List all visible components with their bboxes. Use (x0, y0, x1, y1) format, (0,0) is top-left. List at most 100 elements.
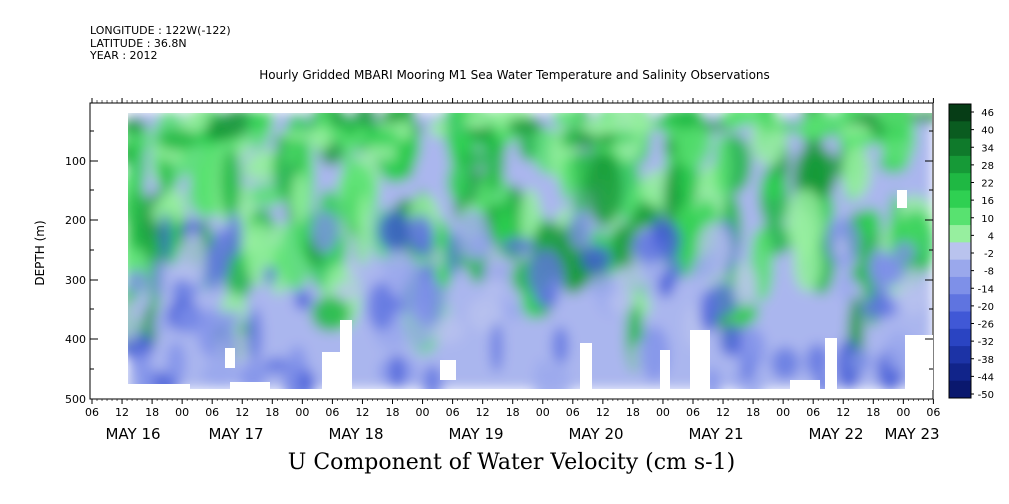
missing-data-block (905, 335, 933, 390)
heat-cell (391, 311, 406, 352)
missing-data-block (790, 380, 820, 390)
heat-cell (868, 254, 904, 282)
x-tick-label: 12 (836, 406, 850, 419)
heat-cell (568, 209, 591, 251)
heat-cell (796, 122, 827, 140)
heat-cell (391, 354, 403, 389)
heat-cell (246, 113, 273, 133)
x-day-label: MAY 19 (448, 425, 503, 443)
colorbar-label: -26 (978, 320, 994, 331)
heat-cell (773, 123, 804, 133)
colorbar-label: -38 (978, 355, 994, 366)
missing-data-blocks (128, 190, 933, 390)
heat-cell (893, 240, 916, 264)
colorbar-swatch (949, 242, 971, 261)
heat-cell (835, 237, 848, 260)
x-tick-label: 00 (656, 406, 670, 419)
heat-cell (501, 237, 536, 254)
colorbar-label: -50 (978, 390, 994, 401)
year-label: YEAR : 2012 (90, 49, 158, 62)
heat-cell (247, 307, 263, 364)
heat-cell (527, 249, 564, 301)
x-tick-label: 06 (686, 406, 700, 419)
colorbar-swatch (949, 294, 971, 313)
heat-cell (805, 343, 830, 379)
x-tick-label: 18 (506, 406, 520, 419)
x-day-label: MAY 18 (328, 425, 383, 443)
missing-data-block (825, 338, 837, 390)
heat-cell (428, 317, 464, 344)
heat-cell (200, 365, 233, 386)
heat-cell (760, 174, 786, 200)
heat-cell (204, 127, 236, 142)
missing-data-block (340, 320, 352, 390)
heat-cell (431, 245, 443, 270)
heat-cell (745, 372, 764, 389)
x-tick-label: 12 (596, 406, 610, 419)
heat-cell (490, 322, 503, 373)
heat-cell (533, 358, 554, 389)
heat-cell (719, 324, 742, 357)
x-tick-label: 06 (205, 406, 219, 419)
colorbar-label: -44 (978, 372, 994, 383)
heat-cell (219, 147, 242, 218)
missing-data-block (225, 348, 235, 368)
colorbar-swatch (949, 259, 971, 278)
colorbar-swatch (949, 155, 971, 174)
heat-cell (678, 201, 697, 275)
heat-cell (151, 197, 187, 229)
heat-cell (840, 133, 881, 146)
heat-cell (175, 304, 202, 335)
heat-cell (874, 113, 905, 126)
heat-cell (607, 290, 634, 315)
x-tick-label: 18 (626, 406, 640, 419)
x-day-label: MAY 22 (808, 425, 863, 443)
heat-cell (157, 128, 198, 151)
x-tick-label: 00 (416, 406, 430, 419)
heat-cell (657, 272, 674, 298)
heat-cell (298, 371, 312, 389)
colorbar-label: 28 (981, 161, 994, 172)
colorbar-swatch (949, 138, 971, 157)
x-tick-label: 18 (866, 406, 880, 419)
x-tick-label: 18 (145, 406, 159, 419)
heat-cell (346, 233, 359, 284)
x-tick-label: 06 (325, 406, 339, 419)
heat-cell (367, 281, 396, 331)
heat-cell (379, 113, 404, 124)
heat-cell (691, 255, 710, 283)
colorbar-swatch (949, 363, 971, 382)
heat-cell (714, 132, 731, 201)
x-tick-label: 06 (926, 406, 940, 419)
heat-cell (485, 243, 502, 298)
colorbar: 46 40 34 28 22 16 10 4 -2 -8 -14 -20 -26 -32 -38 -44 -50 (948, 103, 994, 401)
latitude-label: LATITUDE : 36.8N (90, 37, 187, 50)
heat-cell (586, 273, 618, 298)
heat-cell (652, 214, 665, 250)
heat-cell (838, 269, 854, 302)
colorbar-label: 10 (981, 214, 994, 225)
x-tick-label: 18 (386, 406, 400, 419)
colorbar-label: 40 (981, 126, 994, 137)
heat-cell (166, 341, 186, 385)
colorbar-swatch (949, 104, 971, 122)
heat-cell (311, 211, 339, 254)
heat-cell (377, 210, 411, 252)
y-axis: 100 200 300 400 500 (65, 130, 933, 406)
heat-cell (506, 117, 544, 135)
missing-data-block (230, 382, 270, 390)
heat-cell (842, 145, 871, 199)
x-axis: 06 12 18 00 06 12 18 00 06 12 18 00 06 12 18 00 06 12 18 00… (85, 98, 940, 443)
heat-cell (209, 229, 232, 282)
colorbar-swatch (949, 346, 971, 364)
x-tick-label: 00 (295, 406, 309, 419)
x-tick-label: 00 (776, 406, 790, 419)
heat-cell (586, 151, 623, 227)
missing-data-block (690, 330, 710, 390)
colorbar-swatch (949, 121, 971, 140)
colorbar-swatch (949, 276, 971, 295)
heat-cell (447, 162, 471, 202)
heat-cell (730, 113, 766, 126)
heat-cell (653, 117, 677, 132)
